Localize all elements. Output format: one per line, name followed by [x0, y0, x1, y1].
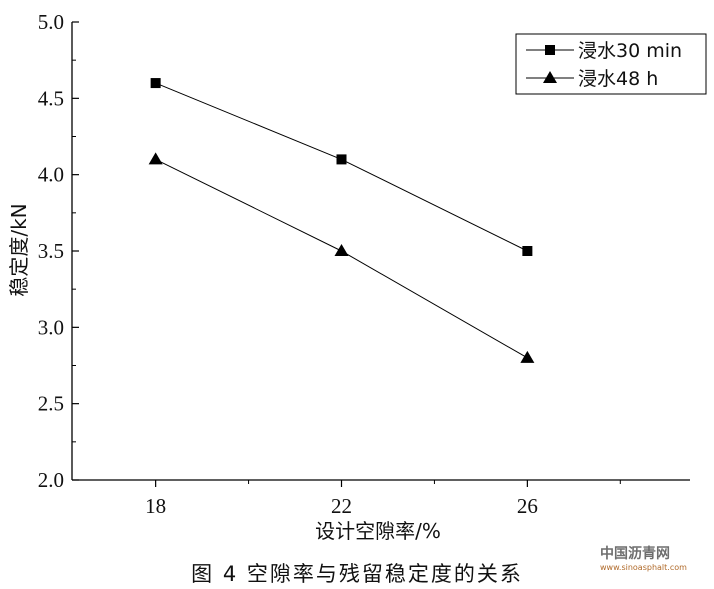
data-point [520, 350, 535, 363]
axis-ticks: 2.0 2.5 3.0 3.5 4.0 4.5 5.0 18 22 26 [38, 10, 621, 518]
data-point [334, 244, 349, 256]
data-point [522, 246, 533, 256]
y-tick-label: 3.5 [38, 239, 64, 263]
x-tick-label: 26 [517, 494, 538, 518]
x-tick-label: 22 [331, 494, 352, 518]
y-tick-label: 4.0 [38, 163, 64, 187]
legend-marker [543, 71, 557, 83]
series-line [155, 158, 528, 359]
x-axis-title: 设计空隙率/% [315, 519, 441, 543]
y-axis-title: 稳定度/kN [7, 203, 31, 296]
series-2 [148, 152, 535, 363]
data-point [150, 78, 161, 89]
y-tick-label: 2.0 [38, 468, 64, 492]
series-1 [150, 78, 533, 256]
series-line [155, 82, 528, 252]
legend-label: 浸水48 h [578, 68, 658, 90]
y-tick-label: 5.0 [38, 10, 64, 34]
data-point [336, 154, 347, 165]
legend-marker [545, 45, 555, 55]
y-tick-label: 2.5 [38, 392, 64, 416]
y-tick-label: 4.5 [38, 86, 64, 110]
watermark-name: 中国沥青网 [600, 546, 670, 562]
legend-box [515, 33, 707, 95]
line-chart: 2.0 2.5 3.0 3.5 4.0 4.5 5.0 18 22 26 浸水30 min 浸水48… [7, 10, 707, 543]
legend: 浸水30 min 浸水48 h [515, 33, 707, 95]
x-tick-label: 18 [145, 494, 166, 518]
y-tick-label: 3.0 [38, 315, 64, 339]
legend-label: 浸水30 min [578, 40, 682, 62]
series-layer [148, 78, 535, 363]
watermark: 中国沥青网 www.sinoasphalt.com [600, 543, 687, 572]
figure-caption: 图 4 空隙率与残留稳定度的关系 [191, 562, 523, 586]
data-point [148, 152, 163, 165]
watermark-url: www.sinoasphalt.com [600, 563, 687, 572]
